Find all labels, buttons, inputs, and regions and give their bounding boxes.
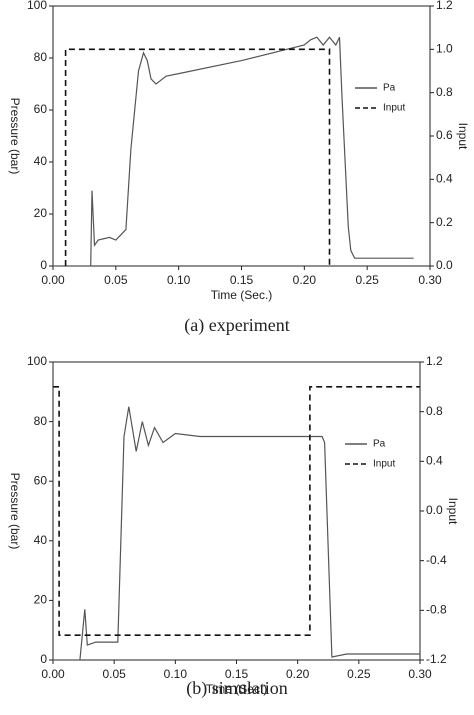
x-tick-label: 0.00 [41,273,65,287]
y-tick-label: 0 [40,258,47,272]
y2-tick-label: 0.8 [436,85,453,99]
x-tick-label: 0.20 [286,667,310,681]
y-tick-label: 20 [34,593,48,607]
y2-tick-label: 1.2 [426,354,443,368]
y2-tick-label: -1.2 [426,652,447,666]
y-tick-label: 80 [34,50,48,64]
series-line [53,386,420,636]
caption: (b) simulation [186,678,288,699]
series-line [64,48,331,266]
x-tick-label: 0.00 [41,667,65,681]
legend-label: Input [373,459,395,470]
y2-axis-label: Input [446,498,460,525]
plot-frame [52,361,421,661]
x-tick-label: 0.05 [102,667,126,681]
y2-axis-label: Input [456,123,470,150]
y-tick-label: 60 [34,102,48,116]
y-tick-label: 100 [27,354,47,368]
y2-tick-label: 0.8 [426,404,443,418]
x-tick-label: 0.25 [355,273,379,287]
caption: (a) experiment [184,315,289,336]
y-tick-label: 60 [34,473,48,487]
x-tick-label: 0.30 [418,273,442,287]
y-tick-label: 40 [34,154,48,168]
y-tick-label: 0 [40,652,47,666]
y2-tick-label: 0.2 [436,215,453,229]
y2-tick-label: 1.2 [436,0,453,12]
series-line [53,406,420,661]
y2-tick-label: 0.4 [426,454,443,468]
y2-tick-label: 0.0 [436,258,453,272]
legend-label: Pa [383,83,396,94]
x-tick-label: 0.25 [347,667,371,681]
x-tick-label: 0.15 [225,667,249,681]
legend-label: Pa [373,439,386,450]
y-tick-label: 40 [34,533,48,547]
series-line [53,36,414,267]
x-axis-label: Time (Sec.) [211,288,273,302]
y-tick-label: 20 [34,206,48,220]
y2-tick-label: 1.0 [436,42,453,56]
x-tick-label: 0.10 [164,667,188,681]
x-tick-label: 0.05 [104,273,128,287]
y2-tick-label: 0.6 [436,128,453,142]
y2-tick-label: 0.0 [426,503,443,517]
x-tick-label: 0.10 [167,273,191,287]
y-tick-label: 80 [34,414,48,428]
y2-tick-label: 0.4 [436,172,453,186]
x-tick-label: 0.15 [230,273,254,287]
x-axis-label: Time (Sec.) [206,682,268,696]
y-tick-label: 100 [27,0,47,12]
y2-tick-label: -0.8 [426,603,447,617]
y2-tick-label: -0.4 [426,553,447,567]
x-tick-label: 0.20 [293,273,317,287]
plot-frame [52,5,431,267]
y-axis-label: Pressure (bar) [8,98,22,175]
y-axis-label: Pressure (bar) [8,473,22,550]
legend-label: Input [383,103,405,114]
x-tick-label: 0.30 [408,667,432,681]
